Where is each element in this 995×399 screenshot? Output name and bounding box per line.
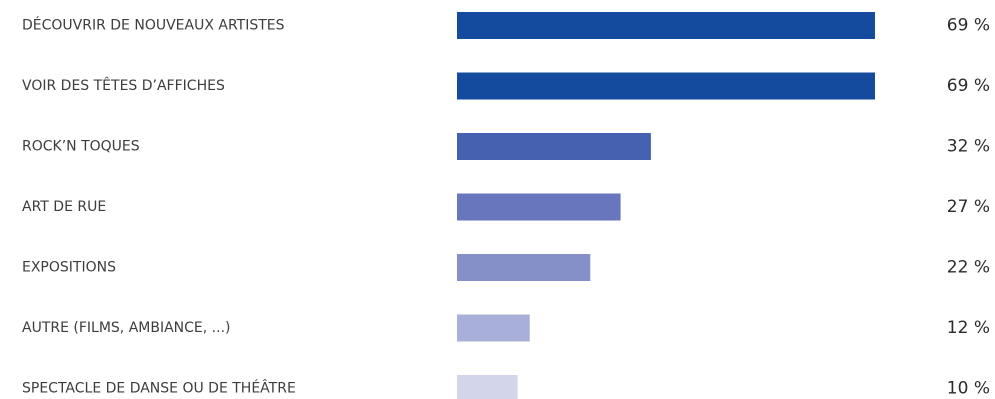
- bar: [457, 72, 875, 100]
- category-label: VOIR DES TÊTES D’AFFICHES: [22, 76, 225, 94]
- category-label: ART DE RUE: [22, 199, 106, 215]
- bar: [457, 12, 875, 39]
- bar-row: SPECTACLE DE DANSE OU DE THÉÂTRE 10 %: [22, 375, 990, 399]
- bar-row: ART DE RUE 27 %: [22, 193, 990, 221]
- category-label: EXPOSITIONS: [22, 260, 116, 276]
- bar-row: ROCK’N TOQUES 32 %: [22, 133, 990, 160]
- bar: [457, 193, 621, 221]
- bar-row: AUTRE (FILMS, AMBIANCE, ...) 12 %: [22, 314, 990, 342]
- value-label: 22 %: [947, 258, 990, 278]
- value-label: 12 %: [947, 318, 990, 338]
- value-label: 32 %: [947, 137, 990, 157]
- category-label: DÉCOUVRIR DE NOUVEAUX ARTISTES: [22, 17, 285, 34]
- bar-row: EXPOSITIONS 22 %: [22, 254, 990, 281]
- bar: [457, 375, 518, 399]
- category-label: SPECTACLE DE DANSE OU DE THÉÂTRE: [22, 379, 296, 397]
- value-label: 10 %: [947, 379, 990, 399]
- bar: [457, 133, 651, 160]
- bar-row: DÉCOUVRIR DE NOUVEAUX ARTISTES 69 %: [22, 12, 990, 39]
- bar: [457, 314, 530, 342]
- value-label: 69 %: [947, 76, 990, 96]
- category-label: ROCK’N TOQUES: [22, 139, 140, 155]
- value-label: 69 %: [947, 16, 990, 36]
- category-label: AUTRE (FILMS, AMBIANCE, ...): [22, 320, 230, 336]
- bar-row: VOIR DES TÊTES D’AFFICHES 69 %: [22, 72, 990, 100]
- bar: [457, 254, 591, 281]
- value-label: 27 %: [947, 197, 990, 217]
